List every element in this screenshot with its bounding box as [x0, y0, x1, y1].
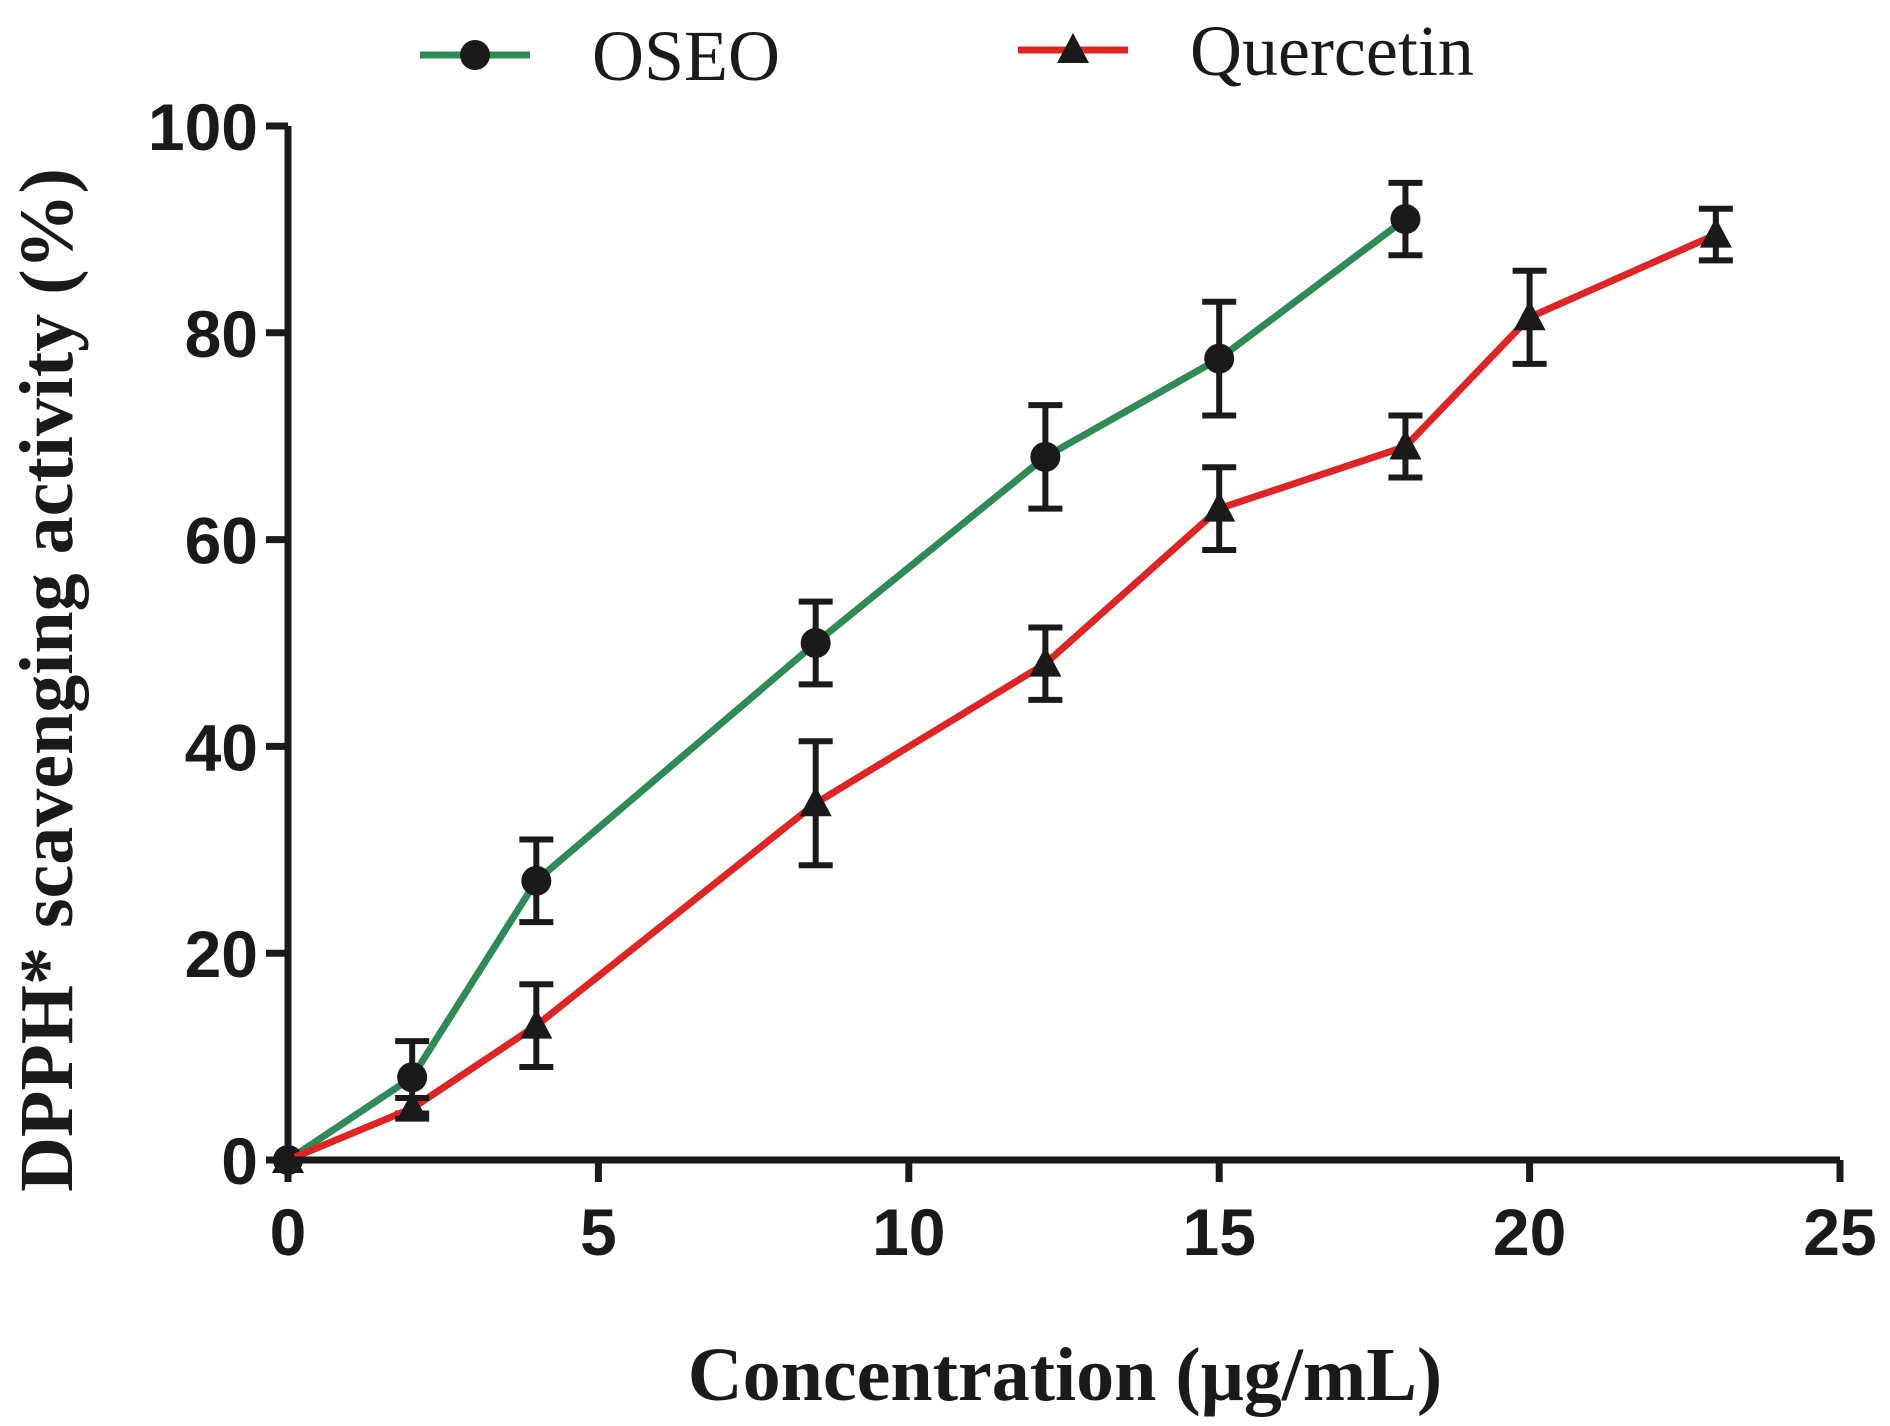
y-tick-label-100: 100 [148, 90, 258, 164]
point-quercetin-5 [1203, 491, 1236, 522]
series-line-quercetin [286, 231, 1718, 1164]
axes: 0 5 10 15 20 25 0 20 40 60 80 100 [148, 90, 1877, 1269]
legend-label-oseo: OSEO [592, 16, 780, 96]
y-axis-title: DPPH* scavenging activity (%) [5, 168, 89, 1192]
x-tick-label-0: 0 [270, 1195, 307, 1269]
x-ticks: 0 5 10 15 20 25 [270, 1160, 1877, 1269]
point-oseo-4 [1030, 441, 1061, 472]
series-line-oseo [286, 216, 1408, 1163]
x-axis-title: Concentration (μg/mL) [688, 1333, 1442, 1417]
plot-area [272, 179, 1733, 1175]
y-tick-label-0: 0 [221, 1124, 258, 1198]
point-quercetin-6 [1389, 429, 1422, 460]
point-quercetin-7 [1513, 300, 1546, 331]
y-tick-label-80: 80 [185, 297, 258, 371]
x-tick-label-5: 5 [580, 1195, 617, 1269]
point-oseo-5 [1204, 343, 1235, 374]
point-quercetin-8 [1699, 217, 1732, 248]
point-oseo-1 [397, 1062, 428, 1093]
point-oseo-3 [800, 628, 831, 658]
legend-label-quercetin: Quercetin [1190, 11, 1474, 91]
x-tick-label-10: 10 [872, 1195, 945, 1269]
legend-marker-oseo [460, 40, 490, 70]
point-quercetin-3 [799, 786, 832, 817]
series-oseo [273, 179, 1423, 1175]
legend: OSEO Quercetin [420, 11, 1474, 96]
legend-item-oseo: OSEO [420, 16, 780, 96]
legend-item-quercetin: Quercetin [1018, 11, 1474, 91]
series-quercetin [272, 205, 1733, 1173]
point-oseo-6 [1390, 204, 1421, 235]
point-quercetin-2 [520, 1008, 553, 1039]
y-tick-label-60: 60 [185, 504, 258, 578]
x-tick-label-25: 25 [1803, 1195, 1876, 1269]
x-tick-label-20: 20 [1493, 1195, 1566, 1269]
point-oseo-2 [521, 865, 552, 896]
y-tick-label-40: 40 [185, 710, 258, 784]
point-quercetin-1 [396, 1091, 429, 1122]
y-tick-label-20: 20 [185, 917, 258, 991]
y-ticks: 0 20 40 60 80 100 [148, 90, 288, 1198]
point-quercetin-4 [1029, 646, 1062, 677]
legend-marker-quercetin [1057, 33, 1089, 63]
x-tick-label-15: 15 [1182, 1195, 1255, 1269]
